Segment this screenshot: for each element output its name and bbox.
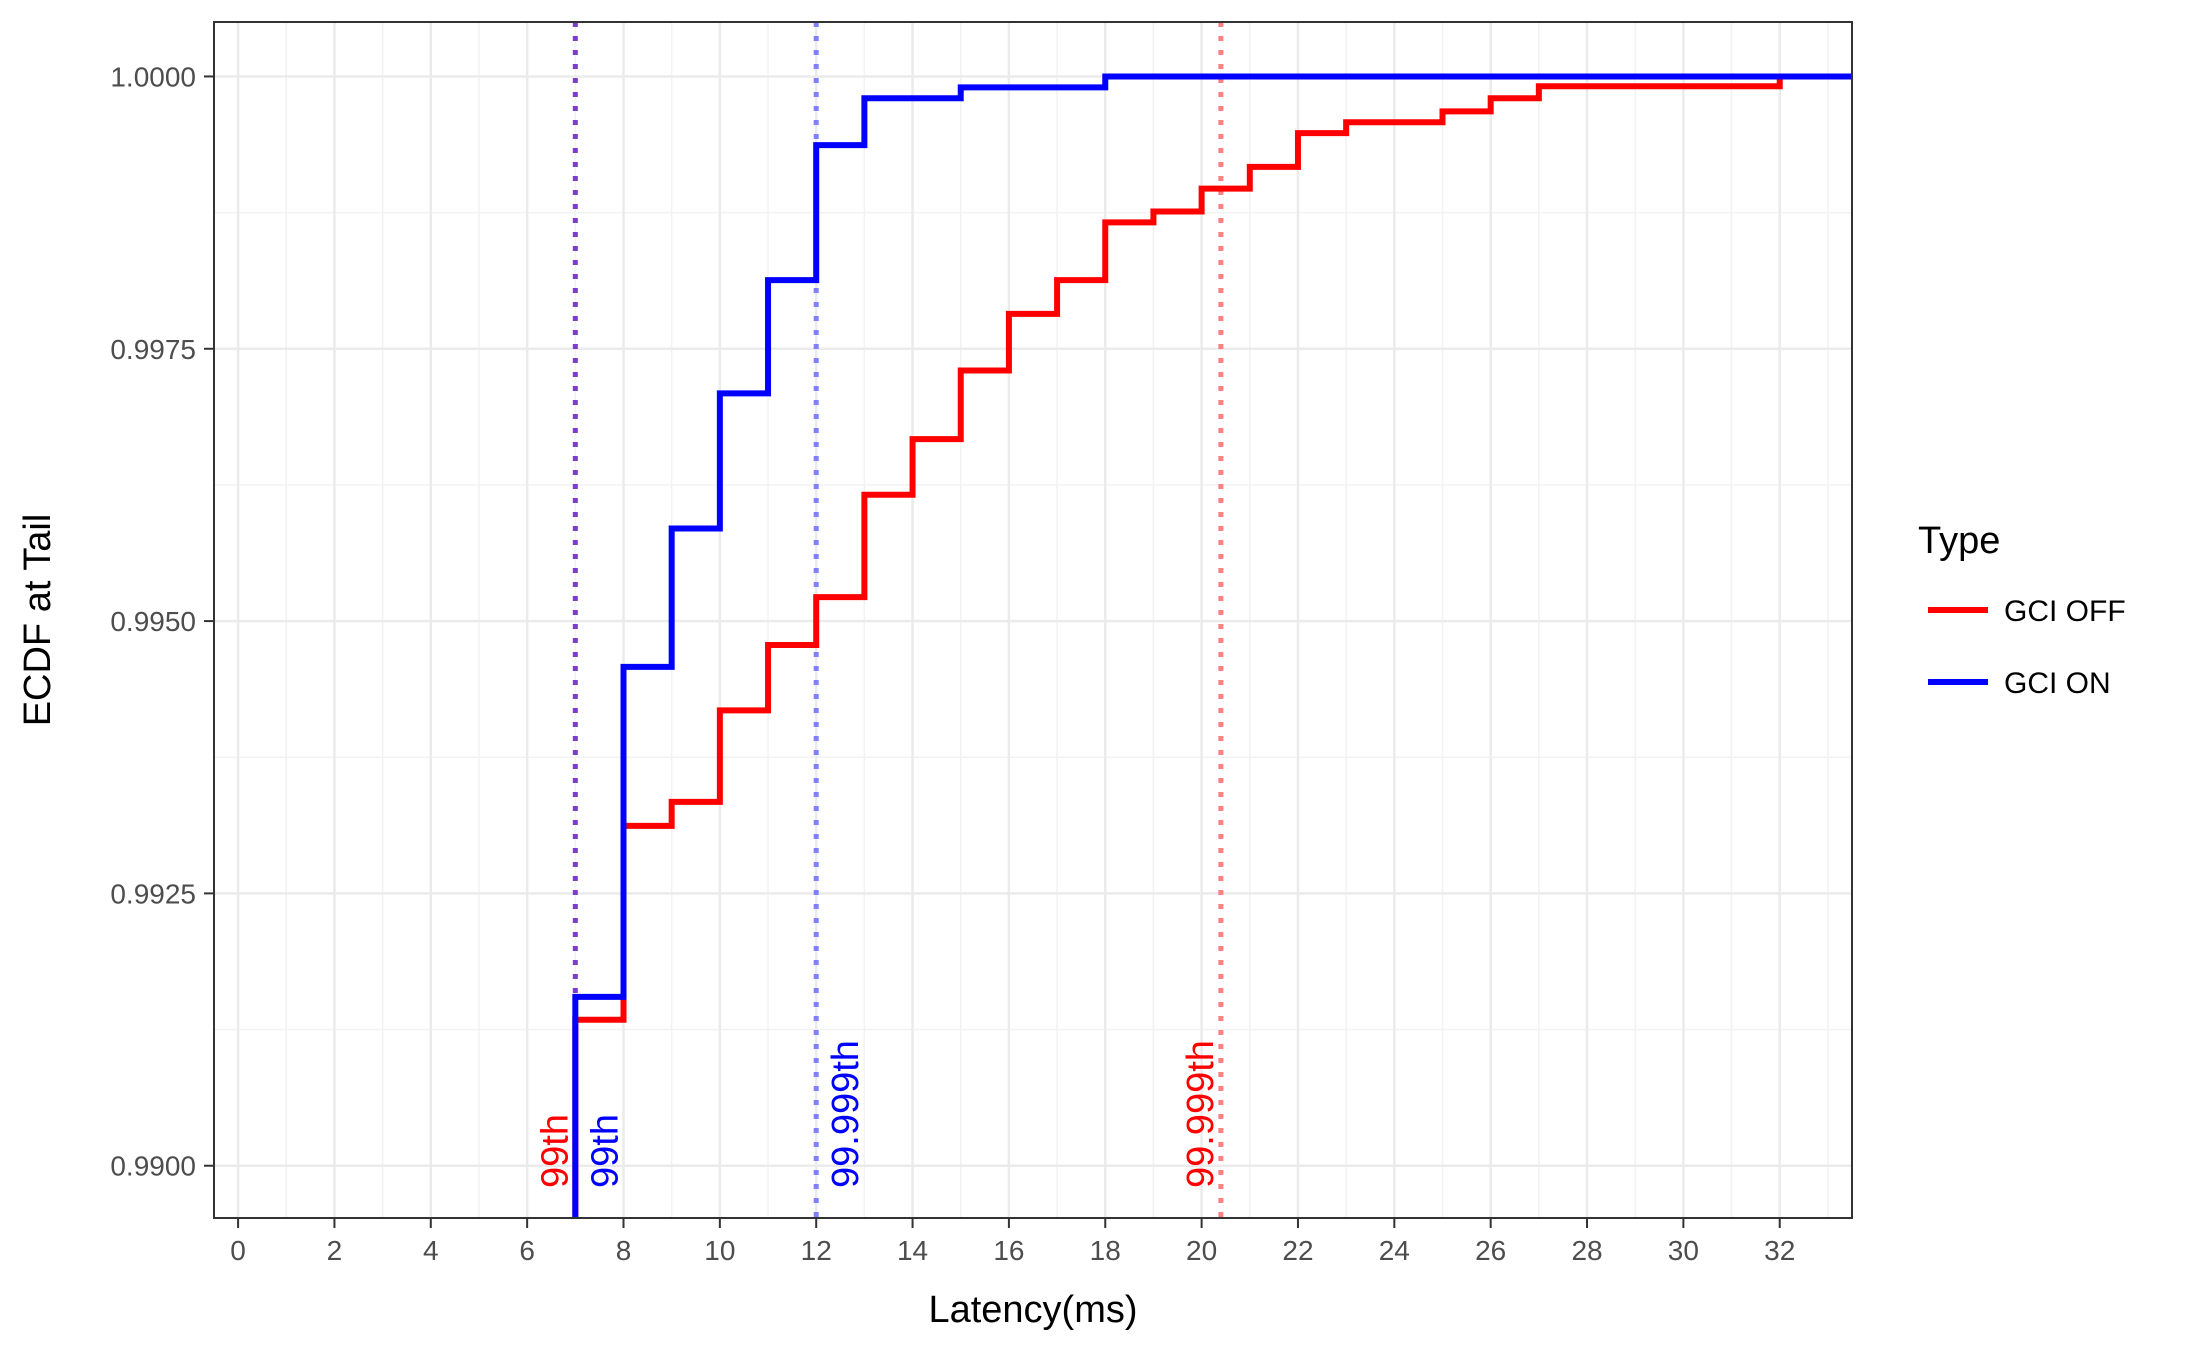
x-tick-label: 16 <box>993 1235 1024 1266</box>
x-tick-label: 18 <box>1090 1235 1121 1266</box>
y-tick-label: 1.0000 <box>110 61 196 92</box>
legend-title: Type <box>1918 520 2000 562</box>
y-tick-label: 0.9950 <box>110 606 196 637</box>
series-line-gci-off <box>572 77 1783 1218</box>
y-tick-label: 0.9975 <box>110 334 196 365</box>
x-tick-label: 2 <box>327 1235 343 1266</box>
legend-label: GCI ON <box>2004 667 2111 700</box>
x-tick-label: 6 <box>519 1235 535 1266</box>
percentile-annotations: 99th 99th 99.999th 99.999th <box>534 1040 1222 1188</box>
y-axis-ticks: 0.9900 0.9925 0.9950 0.9975 1.0000 <box>110 61 214 1182</box>
y-axis-label: ECDF at Tail <box>17 514 59 727</box>
x-axis-ticks: 0 2 4 6 8 10 12 14 16 18 20 22 24 26 28 30 32 <box>230 1218 1795 1266</box>
x-tick-label: 32 <box>1764 1235 1795 1266</box>
x-tick-label: 8 <box>616 1235 632 1266</box>
x-tick-label: 26 <box>1475 1235 1506 1266</box>
grid-lines <box>214 22 1852 1218</box>
x-tick-label: 0 <box>230 1235 246 1266</box>
panel-border <box>213 21 1853 1219</box>
x-tick-label: 28 <box>1571 1235 1602 1266</box>
x-tick-label: 24 <box>1379 1235 1410 1266</box>
percentile-label: 99.999th <box>1180 1040 1222 1188</box>
x-tick-label: 14 <box>897 1235 928 1266</box>
percentile-label: 99.999th <box>825 1040 867 1188</box>
series-line-gci-on <box>572 73 1852 1218</box>
series-lines <box>572 73 1852 1218</box>
y-tick-label: 0.9900 <box>110 1151 196 1182</box>
x-tick-label: 22 <box>1282 1235 1313 1266</box>
legend: Type GCI OFF GCI ON <box>1918 520 2126 700</box>
x-tick-label: 12 <box>801 1235 832 1266</box>
percentile-label: 99th <box>584 1114 626 1188</box>
x-tick-label: 20 <box>1186 1235 1217 1266</box>
x-tick-label: 4 <box>423 1235 439 1266</box>
legend-label: GCI OFF <box>2004 595 2126 628</box>
x-axis-label: Latency(ms) <box>928 1289 1137 1331</box>
percentile-label: 99th <box>534 1114 576 1188</box>
legend-items: GCI OFF GCI ON <box>1928 595 2126 700</box>
x-tick-label: 10 <box>704 1235 735 1266</box>
x-tick-label: 30 <box>1668 1235 1699 1266</box>
y-tick-label: 0.9925 <box>110 878 196 909</box>
